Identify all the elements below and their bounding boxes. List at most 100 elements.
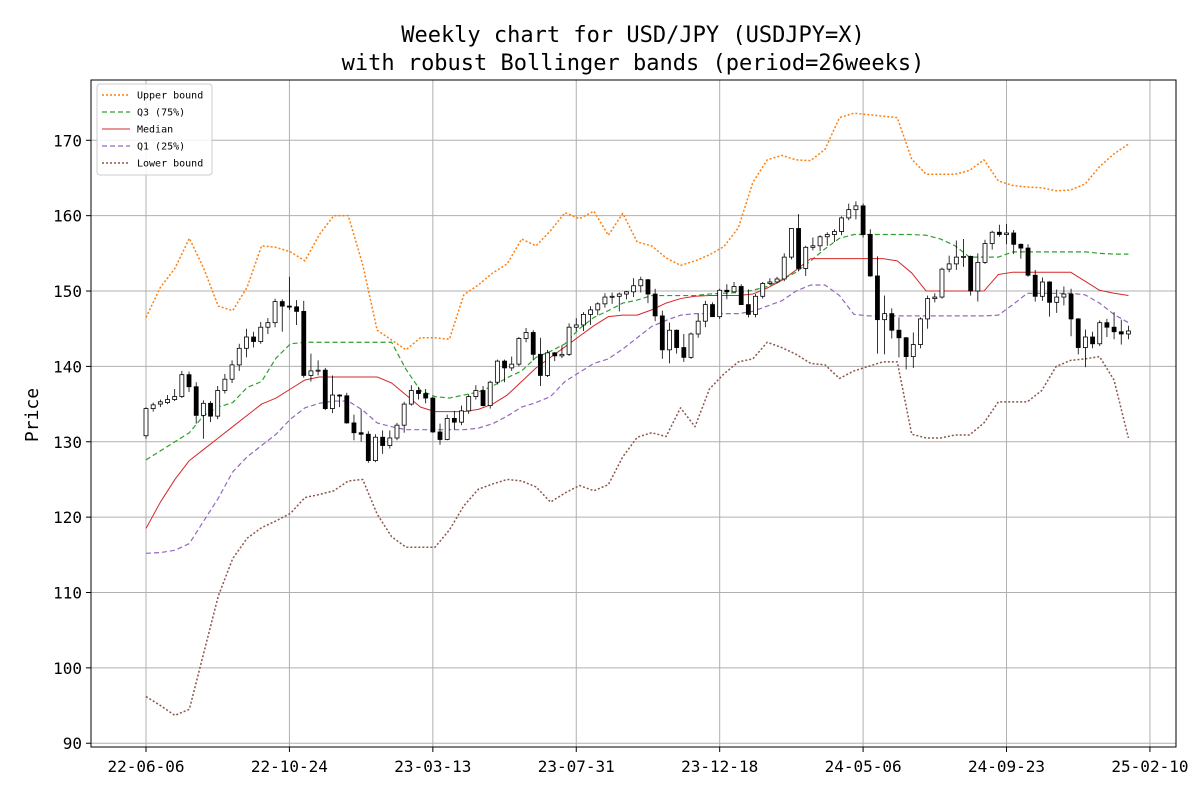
candle-body-up [179, 374, 185, 397]
candle-body-up [545, 352, 550, 376]
candle-body-up [817, 236, 823, 247]
candle-body-up [401, 403, 407, 426]
candle-body-down [1068, 293, 1074, 320]
candle-body-up [760, 283, 766, 297]
candle-body-down [1104, 322, 1110, 328]
y-tick-label: 90 [63, 734, 82, 753]
candle-body-down [745, 304, 751, 315]
candle-body-up [803, 246, 809, 269]
candle-body-down [996, 231, 1002, 235]
candle-body-down [344, 395, 350, 424]
candle-body-up [767, 281, 773, 284]
legend: Upper bound Q3 (75%) Median Q1 (25%) Lower b… [96, 83, 213, 176]
candle-body-up [602, 296, 608, 305]
candle-body-up [638, 279, 644, 287]
legend-frame [96, 83, 213, 176]
candle-body-down [294, 306, 299, 312]
candle-body-down [530, 332, 536, 355]
candle-body-up [946, 263, 952, 270]
candle-body-down [552, 352, 558, 357]
candle-body-down [322, 369, 328, 410]
candle-body-up [695, 320, 701, 335]
x-tick-label: 23-07-31 [538, 757, 615, 776]
candle-body-down [251, 336, 256, 342]
candle-body-up [258, 326, 264, 342]
candle-body-down [968, 255, 974, 292]
candle-body-up [566, 326, 572, 355]
candle-body-up [624, 291, 629, 295]
candle-body-down [423, 393, 429, 399]
candle-body-down [193, 386, 199, 416]
candle-body-up [667, 329, 672, 351]
chart-subtitle: with robust Bollinger bands (period=26we… [342, 51, 925, 76]
candle-body-down [1047, 281, 1052, 303]
candle-body-up [853, 205, 859, 211]
candle-body-up [982, 243, 988, 263]
candle-body-up [953, 256, 959, 265]
candle-body-down [538, 353, 543, 376]
candle-body-down [337, 394, 343, 397]
candle-body-up [824, 234, 830, 238]
candle-body-up [961, 255, 966, 258]
candle-body-down [738, 286, 744, 305]
candle-body-down [430, 397, 436, 433]
legend-label-median: Median [137, 125, 173, 136]
candle-body-down [724, 289, 730, 293]
candle-body-up [918, 318, 923, 345]
candle-body-down [889, 313, 895, 331]
candle-body-down [416, 390, 421, 394]
candle-body-down [451, 417, 457, 423]
y-tick-label: 170 [53, 131, 82, 150]
candle-body-down [1011, 232, 1017, 245]
candle-body-up [595, 303, 601, 311]
candle-body-up [229, 364, 235, 380]
candle-body-up [408, 390, 414, 405]
candle-body-up [150, 404, 156, 410]
candle-body-down [279, 301, 285, 307]
y-tick-label: 120 [53, 508, 82, 527]
candle-body-up [466, 396, 472, 412]
candle-body-up [846, 209, 852, 219]
y-tick-label: 100 [53, 659, 82, 678]
candle-body-down [860, 205, 866, 235]
candle-body-up [172, 396, 178, 400]
candle-body-up [616, 293, 622, 297]
y-tick-label: 160 [53, 207, 82, 226]
legend-label-upper: Upper bound [137, 91, 203, 102]
legend-label-q1: Q1 (25%) [137, 142, 185, 153]
x-tick-label: 23-12-18 [681, 757, 758, 776]
candle-body-up [494, 360, 500, 383]
candle-body-up [1054, 296, 1060, 303]
candle-body-down [1111, 326, 1117, 333]
x-axis: 22-06-06 22-10-24 23-03-13 23-07-31 23-12-18… [107, 747, 1188, 776]
candle-body-down [796, 228, 801, 269]
candle-body-up [1097, 322, 1103, 345]
candle-body-down [1018, 243, 1024, 249]
candle-body-up [631, 285, 637, 293]
candle-body-down [186, 374, 192, 388]
candle-body-up [387, 437, 393, 446]
candle-body-up [215, 390, 221, 417]
candle-body-down [659, 315, 665, 351]
candle-body-up [308, 370, 314, 376]
candle-body-up [473, 390, 479, 397]
legend-label-lower: Lower bound [137, 159, 203, 170]
band-series [145, 112, 1130, 717]
candle-body-up [702, 304, 708, 322]
candle-body-up [609, 295, 615, 298]
candle-body-down [896, 329, 902, 339]
candle-body-up [1039, 281, 1045, 297]
candle-body-up [523, 332, 529, 339]
candle-body-up [444, 417, 450, 440]
candle-body-up [559, 353, 565, 357]
candle-body-up [1004, 232, 1009, 235]
legend-label-q3: Q3 (75%) [137, 108, 185, 119]
candle-body-up [394, 424, 400, 439]
candle-body-down [437, 431, 443, 440]
candle-body-up [975, 261, 981, 292]
candle-body-down [1090, 336, 1095, 345]
x-tick-label: 24-09-23 [968, 757, 1045, 776]
q3-band-line [145, 233, 1129, 461]
